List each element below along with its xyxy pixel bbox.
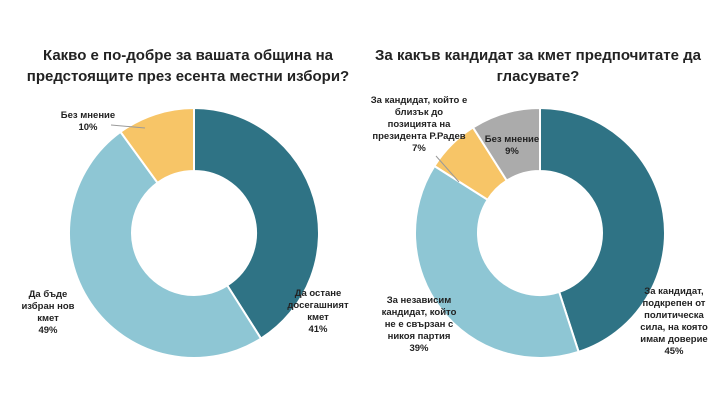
slice-label-line: президента Р.Радев: [372, 131, 465, 142]
slice-label-line: Без мнение: [485, 134, 539, 145]
donut-slice: [193, 106, 320, 340]
slice-label: Без мнение 9%: [485, 134, 539, 157]
donut-slice: [68, 130, 263, 359]
slice-value-label: 39%: [409, 343, 429, 354]
slice-value-label: 41%: [308, 324, 328, 335]
slice-label-line: За кандидат, който е: [371, 95, 468, 106]
chart-title-line: Какво е по-добре за вашата община на: [42, 47, 333, 64]
slice-label-line: Да остане: [295, 288, 342, 299]
donut-slice: [119, 106, 195, 185]
slice-label: За кандидат, подкрепен от политическа сила,…: [640, 286, 708, 357]
donut-slice: [471, 106, 541, 183]
slice-value-label: 7%: [412, 143, 426, 154]
slice-label: За независим кандидат, който не е свързан …: [382, 295, 457, 354]
slice-label-line: Без мнение: [61, 110, 115, 121]
slice-label: Без мнение 10%: [61, 110, 115, 133]
slice-label: Да бъде избран нов кмет 49%: [21, 289, 74, 336]
donut-plot: Да остане досегашният кмет 41%Да бъде избран…: [21, 106, 349, 359]
slice-value-label: 10%: [78, 122, 98, 133]
chart-title: За какъв кандидат за кмет предпочитате д…: [356, 45, 720, 87]
slice-label-line: избран нов: [21, 301, 74, 312]
slice-value-label: 49%: [38, 325, 58, 336]
slice-label-line: За кандидат,: [644, 286, 703, 297]
slice-label-line: досегашният: [287, 300, 349, 311]
donut-plot: За кандидат, подкрепен от политическа сила,…: [371, 95, 708, 359]
chart-title: Какво е по-добре за вашата община на пре…: [6, 45, 370, 87]
slice-label-line: кмет: [307, 312, 329, 323]
slice-label-line: близък до: [395, 107, 443, 118]
chart-title-line: За какъв кандидат за кмет предпочитате д…: [375, 47, 701, 64]
slice-label-line: кмет: [37, 313, 59, 324]
slice-label-line: сила, на която: [640, 322, 708, 333]
donut-slice: [539, 106, 666, 354]
slice-label-line: За независим: [387, 295, 452, 306]
donut-slice: [414, 164, 580, 359]
slice-label-line: подкрепен от: [643, 298, 706, 309]
slice-label-line: политическа: [644, 310, 704, 321]
slice-label-line: Да бъде: [29, 289, 68, 300]
leader-line: [110, 124, 146, 129]
chart-title-line: гласувате?: [496, 68, 580, 85]
slice-label: Да остане досегашният кмет 41%: [287, 288, 349, 335]
slice-label-line: не е свързан с: [385, 319, 454, 330]
donut-chart-candidate-type: За какъв кандидат за кмет предпочитате д…: [364, 0, 728, 416]
slice-value-label: 9%: [505, 146, 519, 157]
donut-chart-mayor-preference: Какво е по-добре за вашата община на пре…: [21, 47, 349, 359]
slice-label-line: никоя партия: [388, 331, 451, 342]
slice-label-line: позицията на: [388, 119, 452, 130]
slice-label-line: имам доверие: [640, 334, 707, 345]
slice-value-label: 45%: [664, 346, 684, 357]
leader-line: [435, 155, 460, 183]
slice-label: За кандидат, който е близък до позицията н…: [371, 95, 468, 154]
slice-label-line: кандидат, който: [382, 307, 457, 318]
chart-title-line: предстоящите през есента местни избори?: [26, 68, 350, 85]
